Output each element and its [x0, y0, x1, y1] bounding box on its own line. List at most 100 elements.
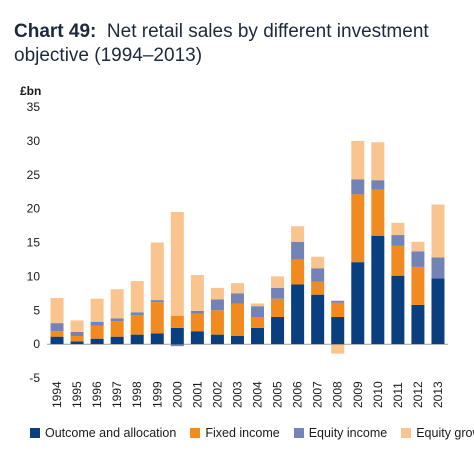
bar-equity-income-1998 [130, 312, 144, 315]
bar-outcome-and-allocation-2010 [371, 235, 385, 345]
bar-outcome-and-allocation-2009 [351, 262, 365, 345]
bar-outcome-and-allocation-2001 [190, 331, 204, 345]
legend-swatch [293, 428, 304, 438]
x-tick-label: 2001 [190, 381, 204, 408]
legend-label: Fixed income [205, 426, 280, 440]
x-tick-label: 2006 [291, 381, 305, 408]
bar-fixed-income-1996 [90, 325, 104, 339]
legend-swatch [190, 428, 201, 438]
y-tick-label: 15 [27, 236, 41, 250]
bar-outcome-and-allocation-1995 [70, 341, 84, 345]
bar-outcome-and-allocation-2008 [331, 317, 345, 345]
bar-outcome-and-allocation-2007 [311, 294, 325, 345]
y-axis-label: £bn [20, 84, 41, 98]
y-tick-label: 5 [33, 303, 40, 317]
bar-equity-income-2012 [411, 251, 425, 267]
bar-outcome-and-allocation-2011 [391, 275, 405, 345]
bar-fixed-income-1995 [70, 335, 84, 342]
x-tick-label: 2002 [210, 381, 224, 408]
bar-equity-growth-2006 [291, 226, 305, 242]
chart-number: Chart 49: [14, 21, 97, 42]
bar-outcome-and-allocation-2005 [271, 317, 285, 345]
x-tick-label: 1994 [50, 381, 64, 408]
bar-equity-growth-2007 [311, 256, 325, 269]
x-tick-label: 2003 [230, 381, 244, 408]
bar-outcome-and-allocation-2002 [210, 334, 224, 345]
bar-fixed-income-2001 [190, 313, 204, 332]
bar-equity-income-1996 [90, 321, 104, 326]
legend-label: Outcome and allocation [45, 426, 177, 440]
bar-fixed-income-1999 [150, 302, 164, 334]
legend-swatch [401, 428, 412, 438]
y-tick-label: -5 [29, 371, 40, 385]
legend: Outcome and allocation Fixed income Equity… [30, 426, 474, 440]
bar-equity-income-2005 [271, 287, 285, 299]
x-tick-label: 2007 [311, 381, 325, 408]
bar-equity-growth-2011 [391, 222, 405, 236]
chart-title-text: Net retail sales by different investment… [14, 21, 429, 66]
bar-fixed-income-2011 [391, 245, 405, 276]
bar-equity-income-2011 [391, 235, 405, 246]
bar-equity-growth-1996 [90, 298, 104, 322]
legend-item: Equity growth [401, 426, 474, 440]
bar-equity-growth-2005 [271, 276, 285, 288]
bar-fixed-income-2005 [271, 298, 285, 318]
chart-title: Chart 49: Net retail sales by different … [14, 20, 464, 68]
bar-outcome-and-allocation-2013 [431, 278, 445, 345]
bar-fixed-income-2007 [311, 281, 325, 295]
bar-fixed-income-1998 [130, 314, 144, 335]
x-tick-label: 1996 [90, 381, 104, 408]
x-tick-label: 1995 [70, 381, 84, 408]
x-tick-label: 2010 [371, 381, 385, 408]
bar-fixed-income-2009 [351, 194, 365, 263]
bar-equity-income-2013 [431, 257, 445, 279]
bar-fixed-income-2004 [251, 317, 265, 328]
bar-outcome-and-allocation-2012 [411, 304, 425, 345]
legend-item: Fixed income [190, 426, 280, 440]
bar-fixed-income-2008 [331, 302, 345, 318]
y-tick-label: 25 [27, 168, 41, 182]
bar-equity-income-2003 [230, 293, 244, 304]
bar-equity-growth-2002 [210, 287, 224, 300]
bar-fixed-income-2000 [170, 315, 184, 328]
bar-fixed-income-2006 [291, 259, 305, 285]
legend-swatch [30, 428, 40, 438]
bar-outcome-and-allocation-2004 [251, 327, 265, 345]
bar-equity-growth-2008 [331, 344, 345, 354]
x-tick-label: 2005 [271, 381, 285, 408]
x-tick-label: 2012 [411, 381, 425, 408]
x-tick-label: 1999 [150, 381, 164, 408]
x-tick-label: 2004 [251, 381, 265, 408]
bar-fixed-income-2012 [411, 266, 425, 305]
bar-outcome-and-allocation-2006 [291, 284, 305, 345]
y-tick-label: 20 [27, 202, 41, 216]
bar-equity-growth-1998 [130, 281, 144, 313]
legend-item: Equity income [293, 426, 388, 440]
x-tick-label: 2008 [331, 381, 345, 408]
bar-fixed-income-2003 [230, 303, 244, 336]
bar-equity-growth-1994 [50, 298, 64, 324]
bar-equity-income-2006 [291, 241, 305, 260]
x-tick-label: 1998 [130, 381, 144, 408]
bar-outcome-and-allocation-1994 [50, 336, 64, 345]
legend-label: Equity income [308, 426, 388, 440]
bar-equity-income-2000 [170, 344, 184, 347]
x-tick-label: 2013 [431, 381, 445, 408]
legend-item: Outcome and allocation [30, 426, 176, 440]
bar-equity-income-2008 [331, 300, 345, 303]
bar-equity-income-2007 [311, 268, 325, 282]
bar-equity-income-2004 [251, 306, 265, 318]
bar-fixed-income-2002 [210, 310, 224, 335]
bar-equity-income-1999 [150, 300, 164, 303]
y-tick-label: 35 [27, 100, 41, 114]
bar-outcome-and-allocation-2003 [230, 335, 244, 345]
x-tick-label: 1997 [110, 381, 124, 408]
bar-equity-income-2002 [210, 299, 224, 311]
bar-outcome-and-allocation-1996 [90, 338, 104, 345]
bar-equity-income-1995 [70, 331, 84, 336]
bar-equity-growth-2009 [351, 140, 365, 180]
y-tick-label: 10 [27, 269, 41, 283]
bar-equity-growth-2012 [411, 241, 425, 252]
bar-outcome-and-allocation-1997 [110, 336, 124, 345]
